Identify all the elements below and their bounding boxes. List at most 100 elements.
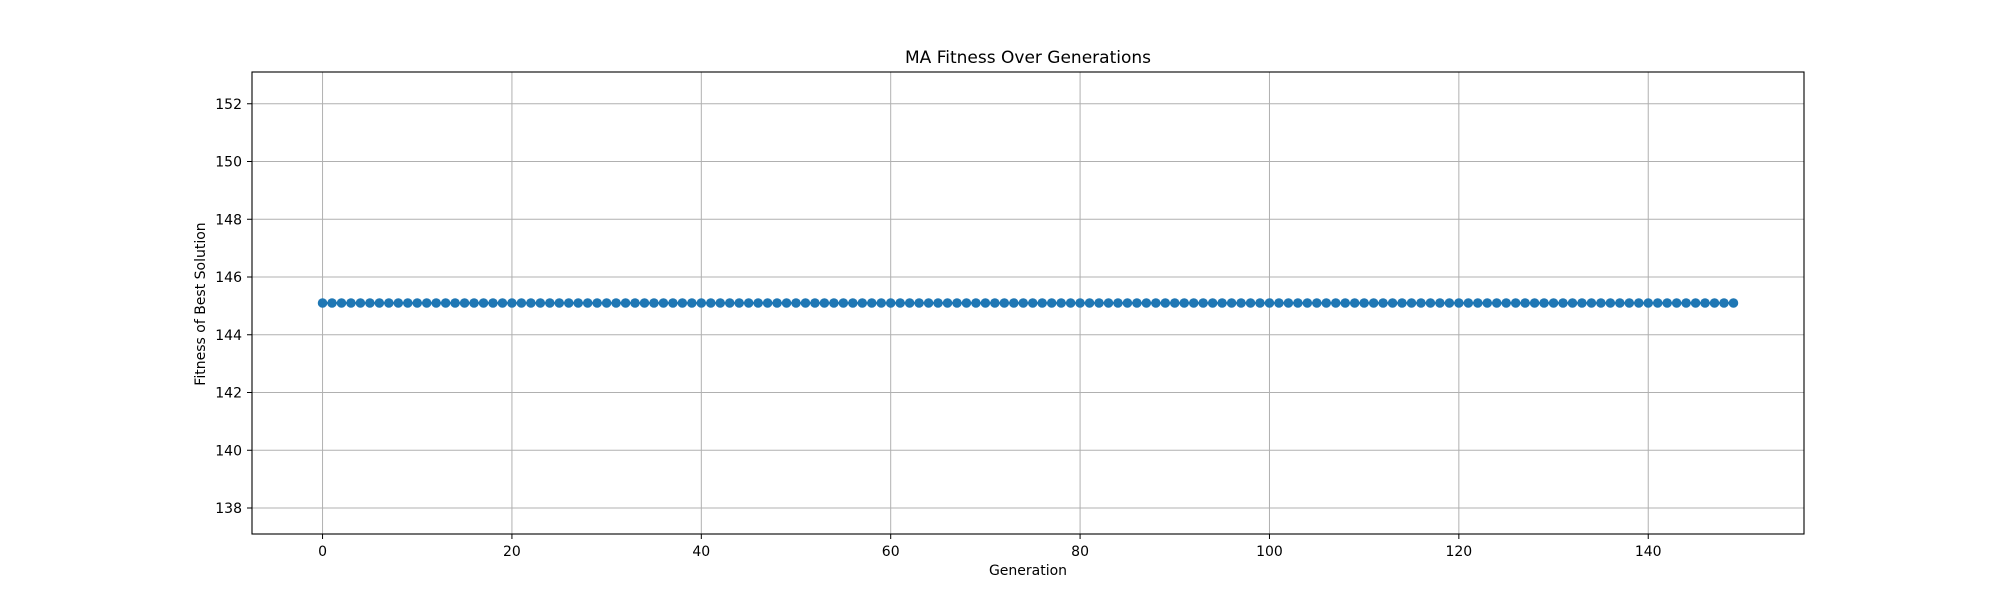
data-point bbox=[1472, 298, 1483, 308]
data-point bbox=[1312, 298, 1322, 308]
data-point bbox=[1293, 298, 1303, 308]
data-point bbox=[1056, 298, 1066, 308]
data-point bbox=[677, 298, 688, 308]
data-point bbox=[1633, 298, 1644, 308]
data-point bbox=[421, 298, 432, 308]
data-point bbox=[1009, 298, 1019, 308]
data-point bbox=[526, 298, 536, 308]
data-point bbox=[1198, 298, 1208, 308]
data-point bbox=[459, 298, 470, 308]
data-point bbox=[1548, 298, 1559, 308]
data-point bbox=[819, 298, 830, 308]
data-point bbox=[734, 298, 744, 308]
data-point bbox=[1605, 298, 1616, 308]
data-point bbox=[971, 298, 981, 308]
data-point bbox=[1264, 298, 1275, 308]
y-tick-label: 146 bbox=[215, 270, 242, 286]
data-point bbox=[1359, 298, 1369, 308]
data-point bbox=[772, 298, 782, 308]
data-point bbox=[1444, 298, 1455, 308]
data-point bbox=[1425, 298, 1436, 308]
data-point bbox=[781, 298, 792, 308]
data-point bbox=[1160, 298, 1171, 308]
data-point bbox=[1188, 298, 1199, 308]
data-point bbox=[365, 298, 375, 308]
data-point bbox=[1169, 298, 1180, 308]
data-point bbox=[450, 298, 460, 308]
data-point bbox=[914, 298, 924, 308]
data-point bbox=[1037, 298, 1047, 308]
data-point bbox=[1700, 298, 1710, 308]
grid bbox=[252, 72, 1804, 534]
x-tick-label: 40 bbox=[692, 544, 710, 560]
data-point bbox=[563, 298, 574, 308]
data-point bbox=[1349, 298, 1360, 308]
data-point bbox=[1151, 298, 1161, 308]
x-tick-label: 80 bbox=[1071, 544, 1089, 560]
data-point bbox=[573, 298, 584, 308]
data-point bbox=[611, 298, 621, 308]
data-point bbox=[753, 298, 763, 308]
data-point bbox=[1596, 298, 1606, 308]
data-point bbox=[384, 298, 394, 308]
data-point bbox=[658, 298, 669, 308]
data-point bbox=[1046, 298, 1057, 308]
plot-area-frame bbox=[251, 71, 1805, 535]
data-point bbox=[1529, 298, 1540, 308]
data-point bbox=[1274, 298, 1284, 308]
data-point bbox=[1283, 298, 1294, 308]
data-point bbox=[355, 298, 366, 308]
y-tick-label: 150 bbox=[215, 155, 242, 171]
data-point bbox=[412, 298, 423, 308]
data-point bbox=[696, 298, 707, 308]
data-point bbox=[848, 298, 858, 308]
data-point bbox=[1084, 298, 1095, 308]
data-point bbox=[800, 298, 811, 308]
y-tick-label: 140 bbox=[215, 443, 242, 459]
data-point bbox=[990, 298, 1000, 308]
data-point bbox=[402, 298, 413, 308]
data-point bbox=[857, 298, 868, 308]
data-point bbox=[1141, 298, 1152, 308]
data-point bbox=[705, 298, 716, 308]
data-point bbox=[866, 298, 877, 308]
data-point bbox=[592, 298, 602, 308]
data-point bbox=[630, 298, 640, 308]
data-point bbox=[649, 298, 659, 308]
data-point bbox=[1018, 298, 1029, 308]
data-point bbox=[1454, 298, 1464, 308]
data-point bbox=[1406, 298, 1417, 308]
x-tick-label: 60 bbox=[882, 544, 900, 560]
x-tick-label: 140 bbox=[1635, 544, 1662, 560]
data-point bbox=[1378, 298, 1388, 308]
y-axis-ticks: 138 140 142 144 146 148 150 152 bbox=[215, 97, 252, 517]
data-point bbox=[952, 298, 962, 308]
data-point bbox=[1179, 298, 1190, 308]
data-point bbox=[327, 298, 337, 308]
data-point bbox=[488, 298, 498, 308]
data-point bbox=[393, 298, 404, 308]
data-point bbox=[535, 298, 546, 308]
data-point bbox=[346, 298, 356, 308]
x-axis-ticks: 0 20 40 60 80 100 120 140 bbox=[318, 534, 1662, 560]
data-point bbox=[933, 298, 943, 308]
data-point bbox=[620, 298, 631, 308]
data-point bbox=[1255, 298, 1265, 308]
data-point bbox=[961, 298, 972, 308]
data-point bbox=[545, 298, 555, 308]
data-point bbox=[1387, 298, 1398, 308]
data-point bbox=[1558, 298, 1568, 308]
data-point bbox=[336, 298, 347, 308]
data-point bbox=[1510, 298, 1521, 308]
data-point bbox=[1435, 298, 1445, 308]
data-point bbox=[999, 298, 1010, 308]
data-point bbox=[440, 298, 451, 308]
data-point bbox=[478, 298, 489, 308]
data-point bbox=[374, 298, 385, 308]
x-tick-label: 120 bbox=[1445, 544, 1472, 560]
data-point bbox=[1245, 298, 1256, 308]
data-point bbox=[497, 298, 508, 308]
data-point bbox=[923, 298, 934, 308]
